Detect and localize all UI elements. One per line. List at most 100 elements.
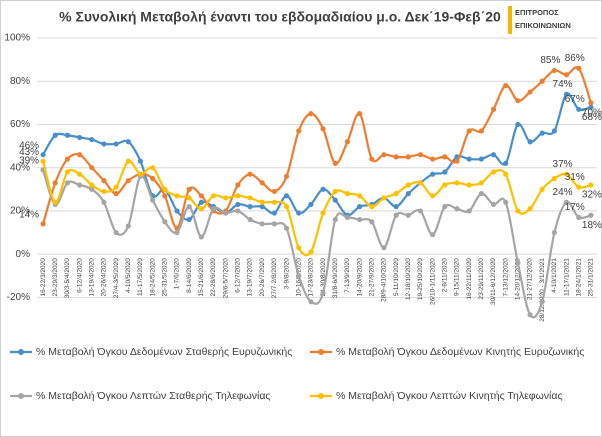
point — [430, 156, 436, 162]
data-label: 14% — [19, 210, 39, 221]
x-tick-label: 4-10/5/2020 — [125, 258, 132, 293]
point — [393, 154, 399, 160]
x-tick-label: 16-22/11/2020 — [466, 258, 473, 300]
x-tick-label: 30/11-6/12/2020 — [490, 258, 497, 305]
point — [186, 216, 192, 223]
point — [417, 180, 424, 186]
point — [308, 111, 314, 117]
point — [210, 193, 217, 199]
point — [381, 152, 387, 158]
point — [454, 180, 460, 186]
data-label: 85% — [540, 55, 560, 66]
data-label: 67% — [565, 94, 585, 105]
point — [515, 260, 521, 266]
x-tick-label: 25-31/1/2021 — [588, 258, 595, 297]
logo: ΕΠΙΤΡΟΠΟΣ ΕΠΙΚΟΙΝΩΝΙΩΝ — [508, 6, 571, 34]
point — [357, 111, 363, 117]
legend-marker — [318, 349, 324, 355]
point — [40, 158, 46, 164]
x-tick-label: 31/8-6/9/2020 — [332, 258, 339, 299]
point — [466, 182, 472, 188]
point — [369, 204, 375, 210]
point — [539, 186, 545, 192]
point — [527, 206, 533, 212]
point — [40, 152, 46, 158]
x-tick-label: 27/4-3/5/2020 — [113, 258, 120, 299]
point — [369, 156, 375, 162]
point — [576, 106, 582, 112]
x-tick-label: 3-9/8/2020 — [283, 258, 290, 289]
point — [210, 206, 217, 212]
logo-bar — [508, 6, 512, 34]
point — [478, 180, 484, 186]
logo-text: ΕΠΙΤΡΟΠΟΣ — [515, 8, 559, 17]
point — [150, 165, 156, 171]
series-line — [42, 160, 592, 257]
y-tick-label: 60% — [10, 119, 30, 130]
point — [466, 128, 472, 134]
data-label: 43% — [19, 147, 39, 158]
point — [89, 165, 95, 171]
point — [369, 219, 375, 225]
data-label: 18% — [582, 220, 602, 231]
x-tick-label: 19-25/10/2020 — [417, 258, 424, 300]
point — [515, 208, 521, 214]
point — [417, 208, 424, 214]
point — [125, 223, 131, 229]
point — [393, 191, 399, 197]
x-tick-label: 4-10/1/2021 — [551, 258, 558, 293]
x-tick-label: 21-27/9/2020 — [369, 258, 376, 297]
data-label: 31% — [565, 172, 585, 183]
x-tick-label: 8-14/6/2020 — [186, 258, 193, 293]
point — [101, 188, 107, 195]
point — [466, 208, 472, 214]
x-tick-label: 6-12/4/2020 — [76, 258, 83, 293]
point — [405, 191, 411, 197]
point — [503, 199, 509, 205]
point — [381, 245, 387, 251]
point — [64, 180, 71, 186]
point — [515, 121, 521, 128]
point — [332, 197, 338, 203]
point — [64, 156, 71, 162]
point — [344, 191, 351, 197]
point — [588, 104, 594, 110]
point — [247, 216, 253, 223]
x-tick-label: 25-31/5/2020 — [162, 258, 169, 297]
point — [588, 100, 594, 106]
point — [503, 171, 509, 177]
x-tick-label: 2-8/11/2020 — [442, 258, 449, 293]
point — [283, 225, 290, 231]
point — [162, 219, 168, 225]
point — [271, 188, 277, 195]
point — [527, 312, 533, 318]
data-label: 86% — [565, 53, 585, 64]
point — [503, 82, 509, 89]
x-tick-label: 12-18/10/2020 — [405, 258, 412, 300]
point — [89, 182, 95, 188]
point — [478, 156, 484, 162]
y-tick-label: 0% — [16, 249, 31, 260]
point — [283, 173, 290, 179]
point — [296, 210, 302, 216]
point — [259, 180, 265, 186]
point — [430, 193, 436, 199]
point — [442, 169, 448, 175]
legend-label: % Μεταβολή Όγκου Δεδομένων Κινητής Ευρυζ… — [336, 346, 584, 358]
point — [344, 214, 351, 221]
point — [271, 221, 277, 227]
point — [77, 171, 83, 177]
x-tick-label: 28/9-4/10/2020 — [381, 258, 388, 302]
legend-label: % Μεταβολή Όγκου Λεπτών Σταθερής Τηλεφων… — [36, 390, 270, 402]
point — [576, 214, 582, 221]
legend-marker — [18, 393, 24, 399]
series-line — [42, 169, 592, 319]
x-tick-label: 30/3-5/4/2020 — [64, 258, 71, 299]
point — [198, 206, 204, 212]
point — [515, 98, 521, 104]
point — [125, 158, 131, 164]
x-tick-label: 17-23/8/2020 — [308, 258, 315, 297]
point — [198, 234, 204, 240]
